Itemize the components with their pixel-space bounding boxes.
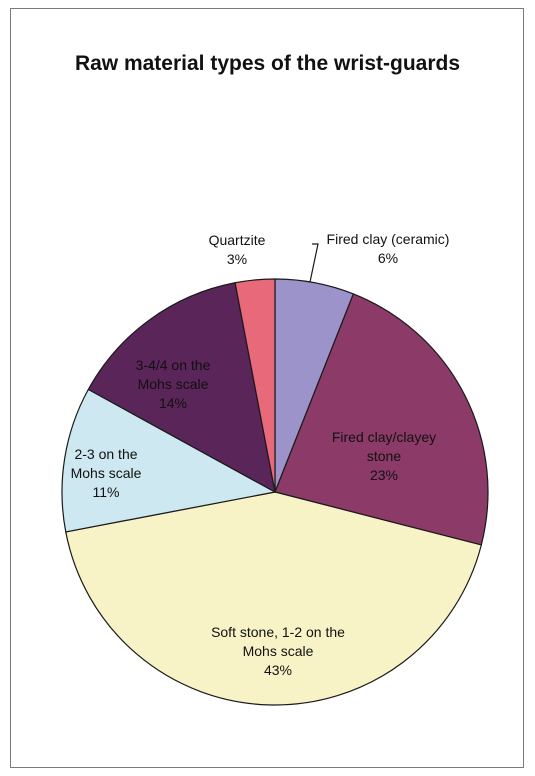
slice-label: Soft stone, 1-2 on the Mohs scale 43% — [211, 624, 345, 678]
pie-slice — [234, 278, 276, 493]
pie-slice — [87, 282, 276, 494]
pie-slice — [61, 388, 277, 533]
pie-slice — [65, 491, 483, 706]
slice-label: Fired clay/clayey stone 23% — [332, 429, 436, 483]
leader-lines — [309, 243, 319, 283]
slice-label: 2-3 on the Mohs scale 11% — [71, 446, 142, 500]
slice-label: Fired clay (ceramic) 6% — [327, 231, 450, 266]
slice-label: Quartzite 3% — [209, 232, 266, 267]
slice-labels: Fired clay (ceramic) 6% Fired clay/clayey s… — [71, 231, 450, 678]
slice-label: 3-4/4 on the Mohs scale 14% — [136, 357, 211, 411]
leader-line — [309, 243, 319, 283]
pie-slices — [61, 278, 489, 706]
pie-slice — [274, 293, 489, 546]
chart-title: Raw material types of the wrist-guards — [74, 52, 461, 75]
